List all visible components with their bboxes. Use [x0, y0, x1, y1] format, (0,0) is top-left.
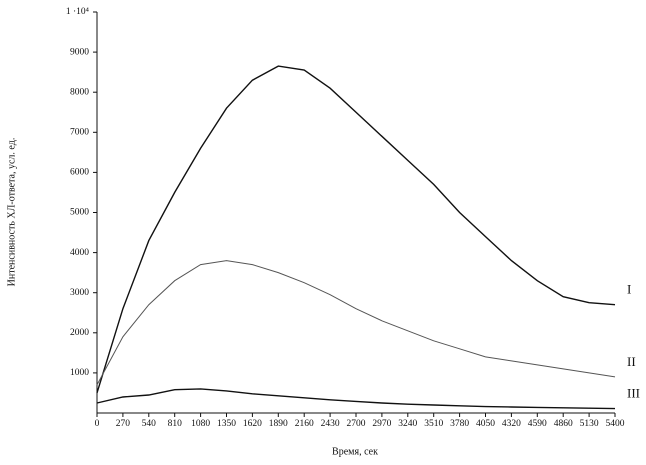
y-tick-label: 1 ·10⁴ [66, 7, 90, 17]
x-tick-label: 5400 [606, 419, 625, 429]
x-tick-label: 5130 [580, 419, 599, 429]
y-tick-label: 4000 [70, 248, 89, 258]
x-tick-label: 1350 [217, 419, 236, 429]
x-tick-label: 270 [116, 419, 131, 429]
x-tick-label: 4590 [528, 419, 547, 429]
x-tick-label: 1620 [243, 419, 262, 429]
x-tick-label: 4320 [502, 419, 521, 429]
y-tick-label: 2000 [70, 328, 89, 338]
x-tick-label: 3780 [450, 419, 469, 429]
chart: Время, сек Интенсивность ХЛ-ответа, усл.… [0, 0, 646, 465]
series-line [97, 261, 615, 385]
x-tick-label: 2430 [321, 419, 340, 429]
x-tick-label: 2160 [295, 419, 314, 429]
y-tick-label: 1000 [70, 368, 89, 378]
y-tick-label: 8000 [70, 87, 89, 97]
x-tick-label: 2970 [372, 419, 391, 429]
y-tick-label: 7000 [70, 127, 89, 137]
x-tick-label: 4050 [476, 419, 495, 429]
y-tick-label: 3000 [70, 288, 89, 298]
y-tick-label: 6000 [70, 168, 89, 178]
x-tick-label: 4860 [554, 419, 573, 429]
y-tick-label: 5000 [70, 208, 89, 218]
x-tick-label: 1080 [191, 419, 210, 429]
x-tick-label: 3510 [424, 419, 443, 429]
series-label: II [627, 354, 636, 369]
x-tick-label: 1890 [269, 419, 288, 429]
series-label: III [627, 386, 640, 401]
series-label: I [627, 282, 631, 297]
x-axis-label: Время, сек [332, 446, 378, 457]
x-tick-label: 0 [95, 419, 100, 429]
y-tick-label: 9000 [70, 47, 89, 57]
x-tick-label: 2700 [347, 419, 366, 429]
series-line [97, 389, 615, 409]
x-tick-label: 540 [142, 419, 157, 429]
series-line [97, 66, 615, 393]
y-axis-label: Интенсивность ХЛ-ответа, усл. ед. [6, 138, 17, 287]
x-tick-label: 3240 [398, 419, 417, 429]
x-tick-label: 810 [168, 419, 183, 429]
